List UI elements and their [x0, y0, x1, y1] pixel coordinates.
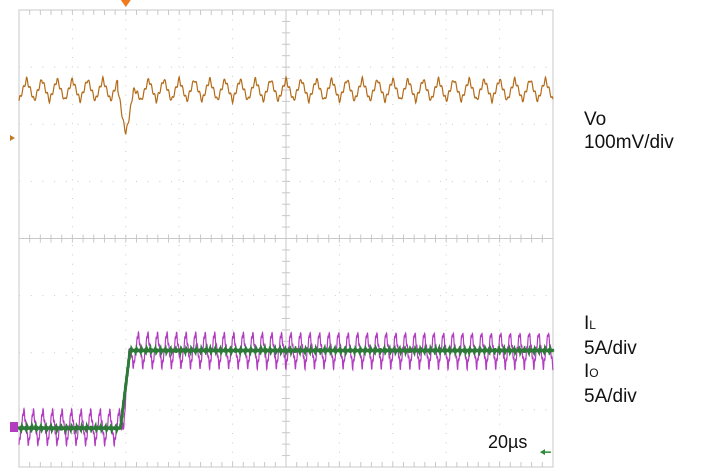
ch2-marker	[10, 422, 18, 432]
timebase-label: 20µs	[486, 432, 529, 453]
io-name: IO	[584, 360, 637, 385]
ch3-marker-arrow	[540, 449, 545, 455]
io-name-sub: O	[589, 366, 598, 380]
il-io-label: IL 5A/div IO 5A/div	[584, 312, 637, 408]
ch1-marker	[10, 135, 15, 141]
io-scale: 5A/div	[584, 385, 637, 408]
vo-scale: 100mV/div	[584, 131, 674, 154]
markers	[10, 0, 551, 455]
trigger-marker	[121, 0, 131, 7]
vo-label: Vo 100mV/div	[584, 108, 674, 154]
il-name: IL	[584, 312, 637, 337]
il-scale: 5A/div	[584, 337, 637, 360]
vo-name: Vo	[584, 108, 674, 131]
il-name-sub: L	[589, 318, 596, 332]
